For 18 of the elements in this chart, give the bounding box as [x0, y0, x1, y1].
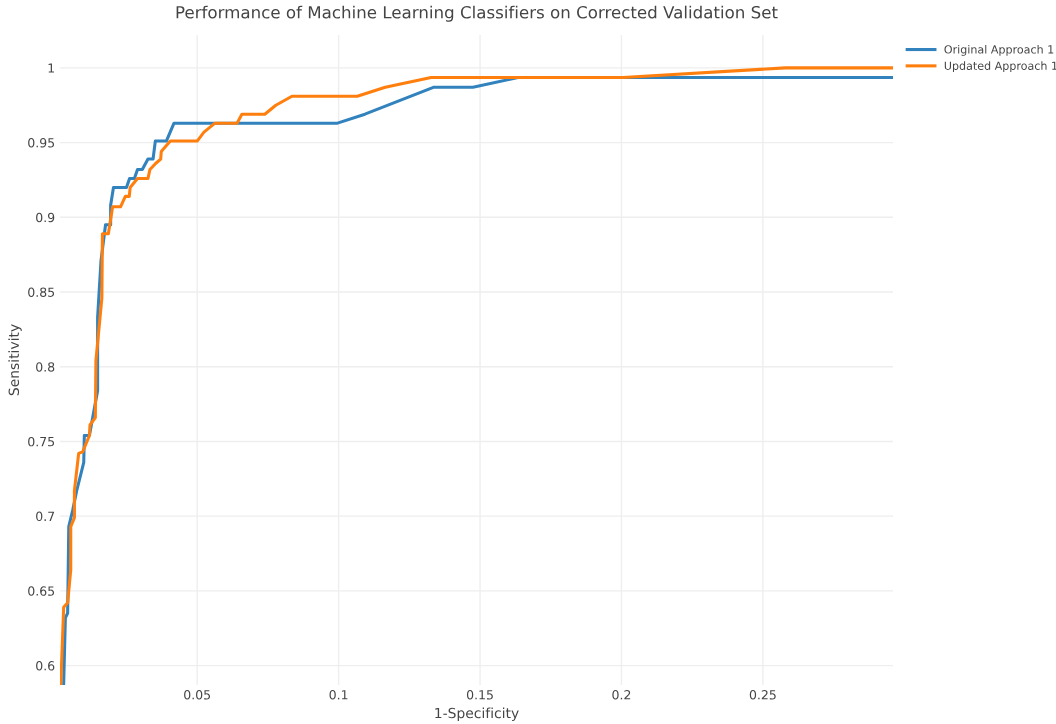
y-tick-label: 0.9	[36, 212, 55, 223]
y-tick-label: 0.65	[28, 586, 55, 596]
y-tick-label: 0.8	[36, 362, 55, 372]
x-tick-label: 0.25	[749, 690, 776, 700]
x-tick-label: 0.2	[612, 690, 631, 700]
y-tick-label: 0.85	[28, 287, 55, 297]
y-axis-title: Sensitivity	[8, 324, 22, 396]
x-axis-title: 1-Specificity	[435, 707, 519, 721]
y-tick-label: 0.7	[36, 511, 55, 522]
y-tick-label: 0.75	[28, 436, 55, 447]
x-tick-label: 0.15	[466, 690, 493, 700]
legend-label: Original Approach 1	[944, 45, 1054, 56]
y-tick-label: 0.95	[28, 138, 55, 148]
chart-title: Performance of Machine Learning Classifiers on Corrected Validation Set	[176, 5, 778, 22]
y-tick-label: 0.6	[36, 661, 55, 671]
x-tick-label: 0.05	[184, 690, 211, 700]
x-tick-label: 0.1	[329, 690, 348, 700]
y-tick-label: 1	[48, 63, 54, 73]
